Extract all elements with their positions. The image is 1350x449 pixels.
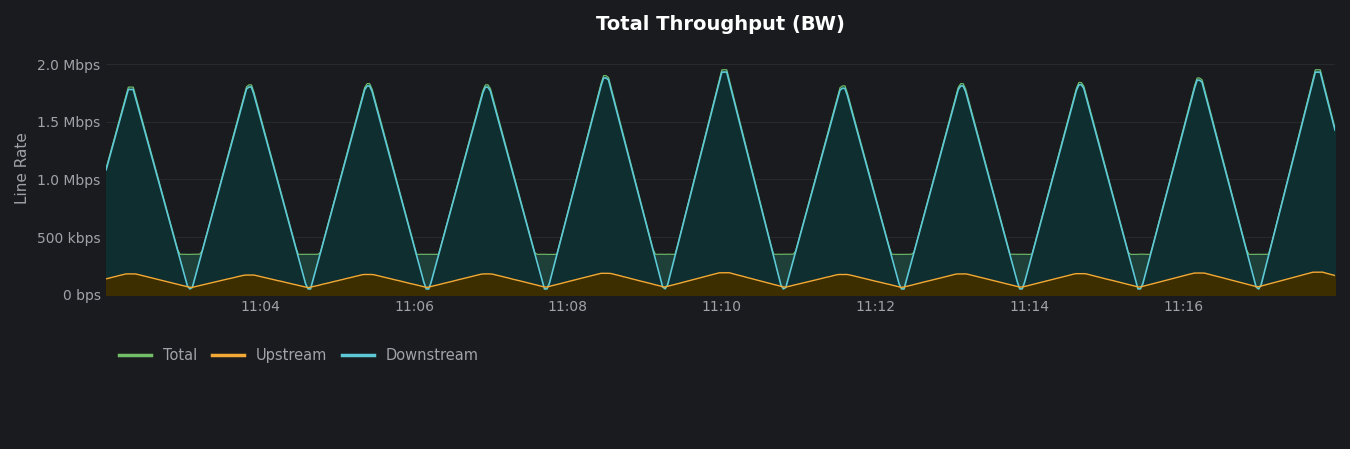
Y-axis label: Line Rate: Line Rate — [15, 132, 30, 204]
Legend: Total, Upstream, Downstream: Total, Upstream, Downstream — [113, 342, 485, 369]
Title: Total Throughput (BW): Total Throughput (BW) — [597, 15, 845, 34]
